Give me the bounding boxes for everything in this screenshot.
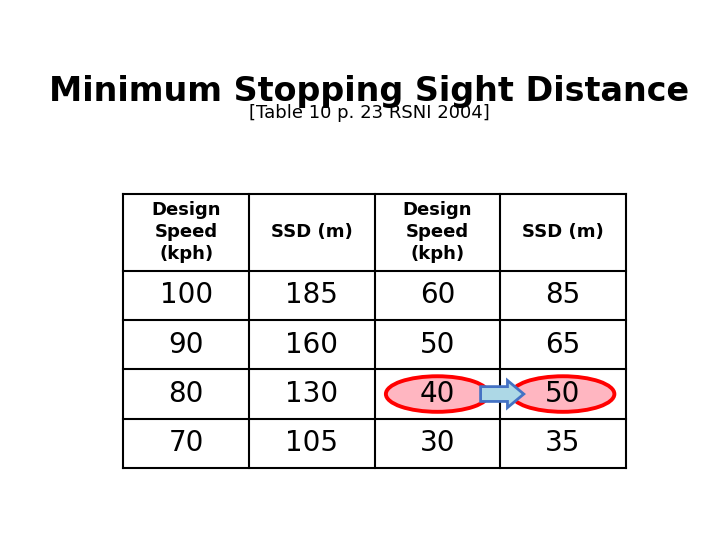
Text: SSD (m): SSD (m): [522, 223, 604, 241]
Text: 185: 185: [285, 281, 338, 309]
Text: 105: 105: [285, 429, 338, 457]
Text: [Table 10 p. 23 RSNI 2004]: [Table 10 p. 23 RSNI 2004]: [248, 104, 490, 122]
Text: 35: 35: [545, 429, 580, 457]
Text: 65: 65: [545, 330, 580, 359]
Text: SSD (m): SSD (m): [271, 223, 353, 241]
Text: 50: 50: [420, 330, 455, 359]
Text: 130: 130: [285, 380, 338, 408]
Text: 85: 85: [545, 281, 580, 309]
Text: 50: 50: [545, 380, 580, 408]
Text: Minimum Stopping Sight Distance: Minimum Stopping Sight Distance: [49, 75, 689, 108]
Ellipse shape: [386, 376, 489, 412]
FancyArrow shape: [480, 381, 523, 408]
Text: 60: 60: [420, 281, 455, 309]
Text: 40: 40: [420, 380, 455, 408]
Text: Design
Speed
(kph): Design Speed (kph): [151, 201, 221, 264]
Ellipse shape: [511, 376, 614, 412]
Text: 160: 160: [285, 330, 338, 359]
Text: 80: 80: [168, 380, 204, 408]
Text: 100: 100: [160, 281, 213, 309]
Text: 30: 30: [420, 429, 455, 457]
Text: 90: 90: [168, 330, 204, 359]
Text: 70: 70: [168, 429, 204, 457]
Text: Design
Speed
(kph): Design Speed (kph): [402, 201, 472, 264]
